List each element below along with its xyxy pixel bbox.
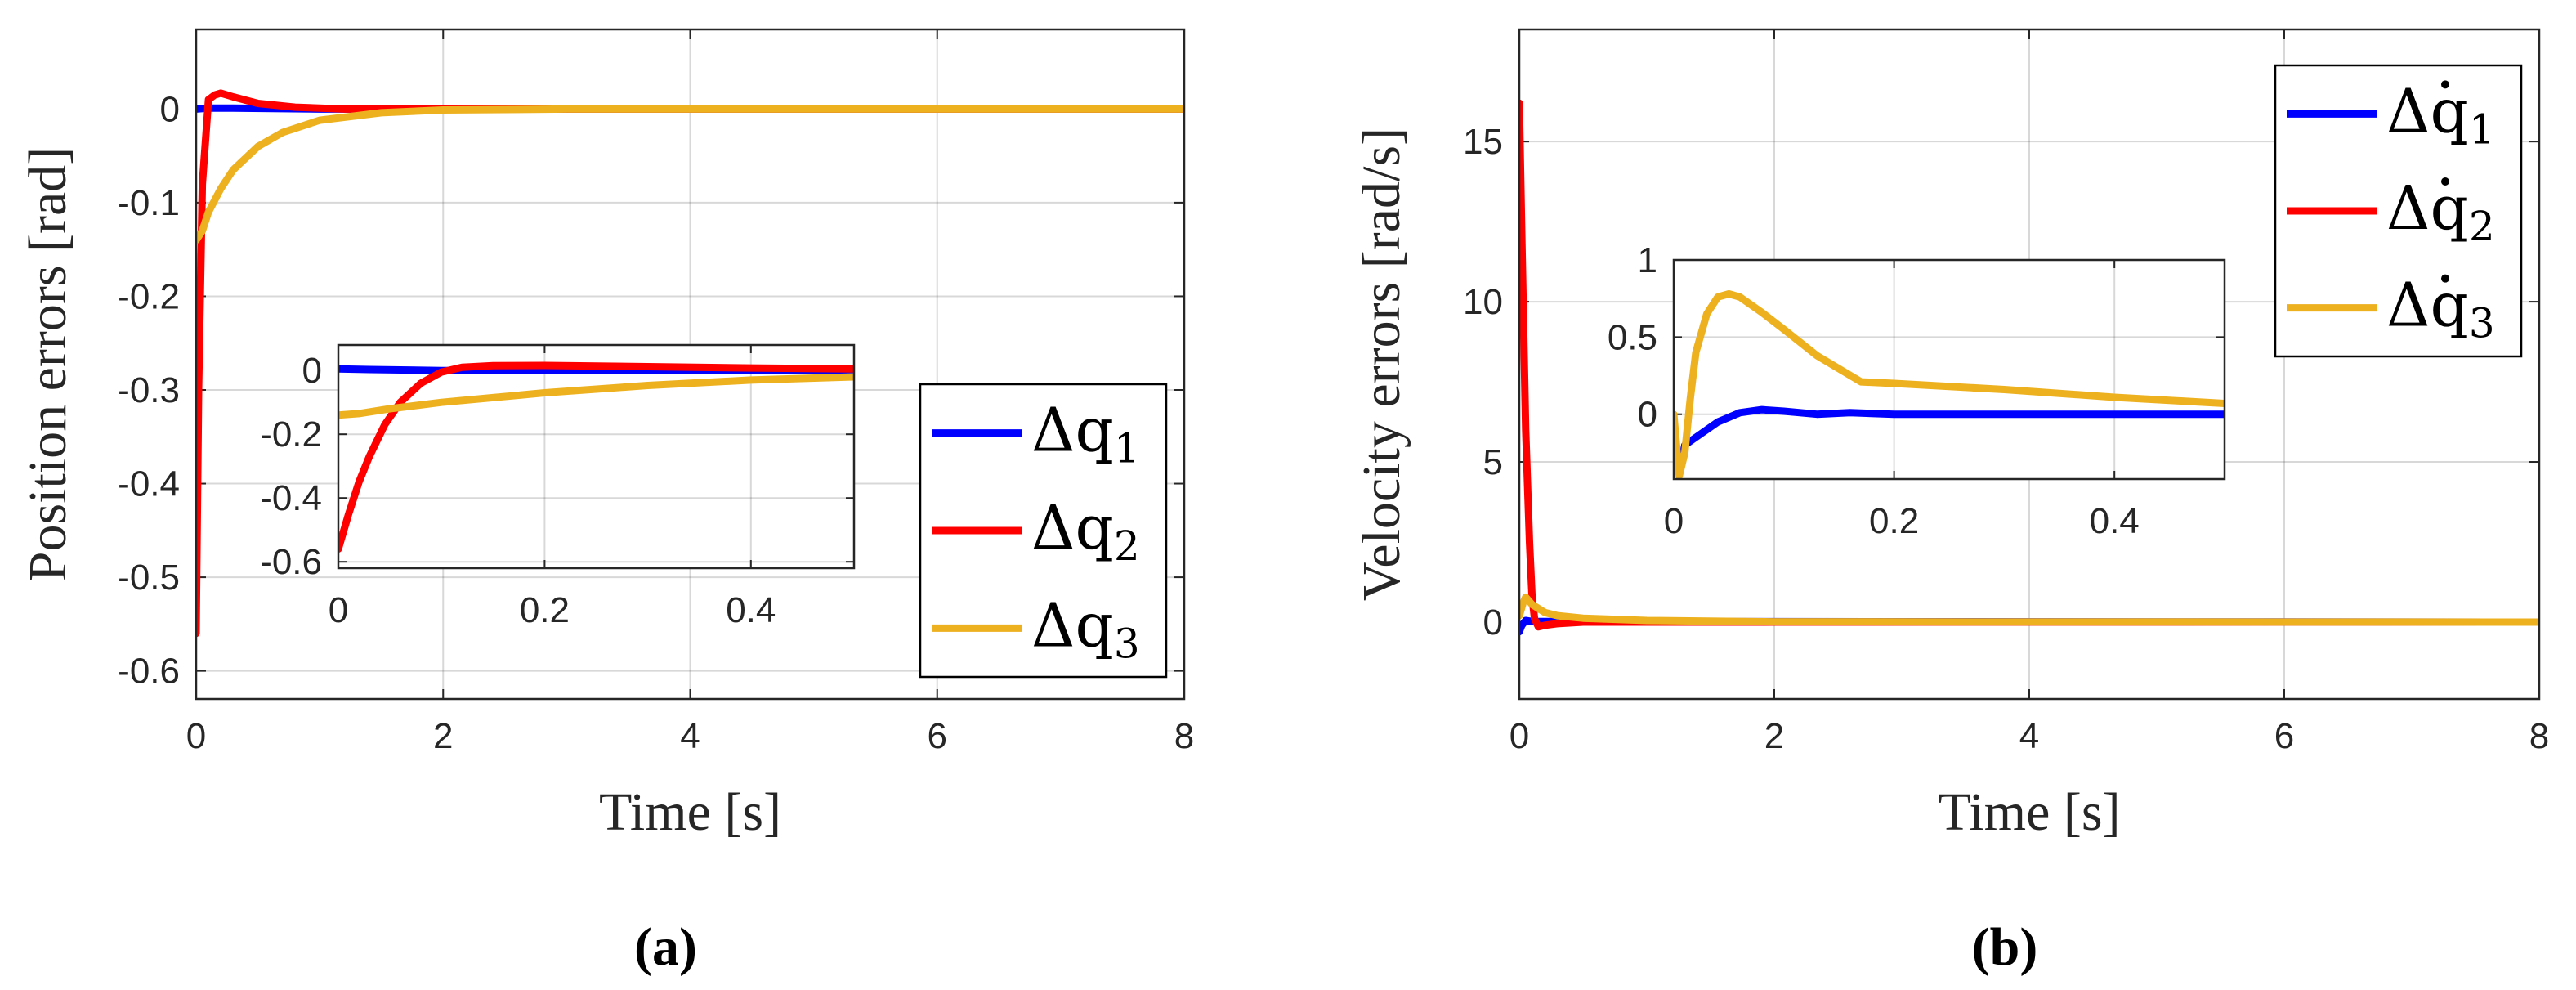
legend-label-q1: Δq1 [2386,76,2495,153]
legend-a: Δq1 Δq2 Δq3 [919,383,1168,679]
inset-a-ytick-label: -0.2 [260,414,322,455]
legend-label-q2: Δq2 [2386,173,2495,250]
inset-a-line-q1 [338,365,854,374]
plot-a-ytick-label: -0.4 [118,464,180,504]
y-axis-label-a: Position errors [rad] [18,147,78,582]
plot-a-xtick-label: 8 [1174,716,1194,756]
inset-b: 0 0.2 0.4 1 0.5 0 [1608,240,2226,541]
plot-a-xtick-label: 0 [186,716,206,756]
inset-b-ytick-label: 1 [1638,240,1657,280]
inset-a-xtick-label: 0.4 [726,590,776,630]
legend-label-q1: Δq1 [1031,396,1140,473]
plot-a-line-q2 [196,89,1184,638]
y-axis-label-b: Velocity errors [rad/s] [1352,128,1411,601]
inset-b-xtick-label: 0 [1664,501,1684,541]
inset-b-background [1674,260,2225,479]
plot-a-line-q3 [196,105,1184,244]
inset-b-frame [1672,258,2226,481]
panel-label-b: (b) [1972,917,2038,977]
plot-a-xtick-label: 4 [680,716,700,756]
plot-b-ytick-label: 5 [1483,442,1503,482]
plot-a-ytick-label: -0.3 [118,370,180,410]
legend-dot-q3 [2441,274,2449,283]
plot-a-ytick-label: 0 [160,89,180,129]
plot-a-ytick-label: -0.6 [118,652,180,692]
inset-a-line-q3 [338,373,854,419]
plot-a-frame [195,28,1186,701]
plot-a-xtick-label: 6 [928,716,947,756]
inset-a-xtick-label: 0 [329,590,348,630]
inset-a-frame [337,343,856,570]
inset-a: 0 0.2 0.4 0 -0.2 -0.4 -0.6 [260,343,856,630]
legend-dot-q1 [2441,80,2449,89]
inset-b-ytick-label: 0.5 [1608,317,1657,357]
legend-b: Δq1 Δq2 Δq3 [2274,64,2523,358]
inset-a-ytick-label: 0 [302,351,322,391]
inset-a-ytick-label: -0.4 [260,478,322,518]
panel-label-a: (a) [634,917,697,977]
plot-a-xtick-label: 2 [433,716,453,756]
plot-b-xtick-label: 0 [1509,716,1529,756]
plot-a-ytick-label: -0.1 [118,183,180,223]
plot-a-ytick-label: -0.2 [118,276,180,316]
inset-a-xtick-label: 0.2 [520,590,570,630]
legend-label-q2: Δq2 [1031,493,1140,570]
x-axis-label-b: Time [s] [1938,782,2120,842]
inset-a-line-q2 [338,361,854,553]
plot-b-ytick-label: 10 [1463,282,1503,322]
legend-label-q3: Δq3 [1031,590,1140,667]
plot-b-ytick-label: 15 [1463,122,1503,162]
plot-b-frame [1518,28,2541,701]
legend-dot-q2 [2441,177,2449,186]
plot-a-ytick-label: -0.5 [118,558,180,598]
inset-a-ytick-label: -0.6 [260,542,322,582]
plot-b-xtick-label: 4 [2019,716,2039,756]
inset-b-xtick-label: 0.2 [1869,501,1919,541]
inset-b-line-q3 [1674,290,2225,479]
legend-label-q3: Δq3 [2386,271,2495,347]
plot-b-line-q2 [1519,99,2539,631]
plot-b-xtick-label: 8 [2529,716,2549,756]
inset-b-xtick-label: 0.4 [2090,501,2140,541]
plot-b-xtick-label: 6 [2274,716,2294,756]
plot-b-ytick-label: 0 [1483,603,1503,643]
inset-b-ytick-label: 0 [1638,395,1657,435]
plot-b-line-q3 [1519,593,2539,626]
chart-a: 0 2 4 6 8 0 -0.1 -0.2 -0.3 -0.4 -0.5 -0.6 Time [s] Po… [18,28,1194,977]
plot-b-xtick-label: 2 [1764,716,1784,756]
x-axis-label-a: Time [s] [599,782,781,842]
